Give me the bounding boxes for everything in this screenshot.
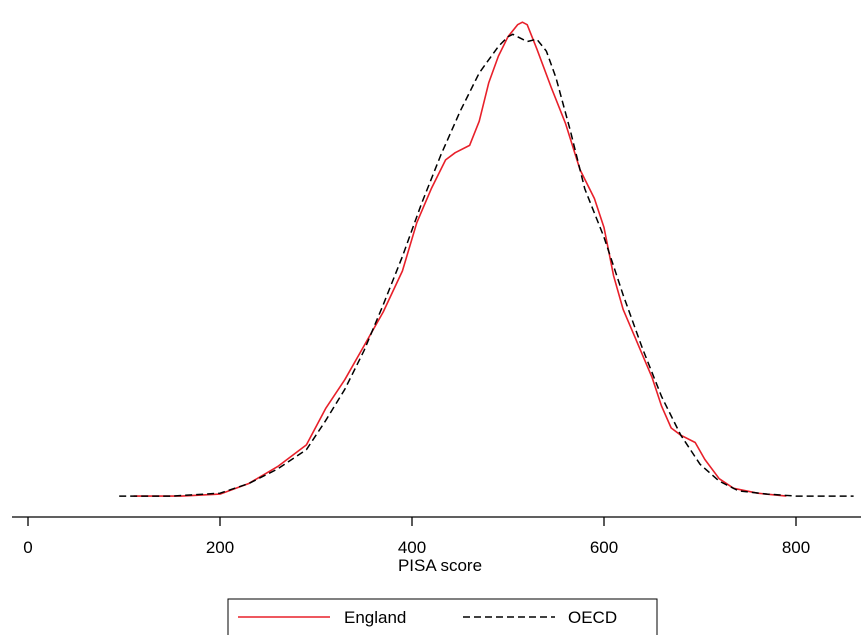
legend-label-oecd: OECD <box>568 608 617 627</box>
x-tick-label: 600 <box>590 538 618 557</box>
legend: England OECD <box>227 598 658 635</box>
series-line-oecd <box>119 33 854 497</box>
x-tick-label: 0 <box>23 538 32 557</box>
x-axis-title: PISA score <box>398 556 482 575</box>
legend-items: England OECD <box>238 608 617 627</box>
x-tick-label: 800 <box>782 538 810 557</box>
plot-series <box>119 21 854 497</box>
series-line-england <box>133 21 787 497</box>
x-tick-label: 400 <box>398 538 426 557</box>
legend-label-england: England <box>344 608 406 627</box>
x-axis-ticks: 0 200 400 600 800 <box>23 517 810 557</box>
x-tick-label: 200 <box>206 538 234 557</box>
